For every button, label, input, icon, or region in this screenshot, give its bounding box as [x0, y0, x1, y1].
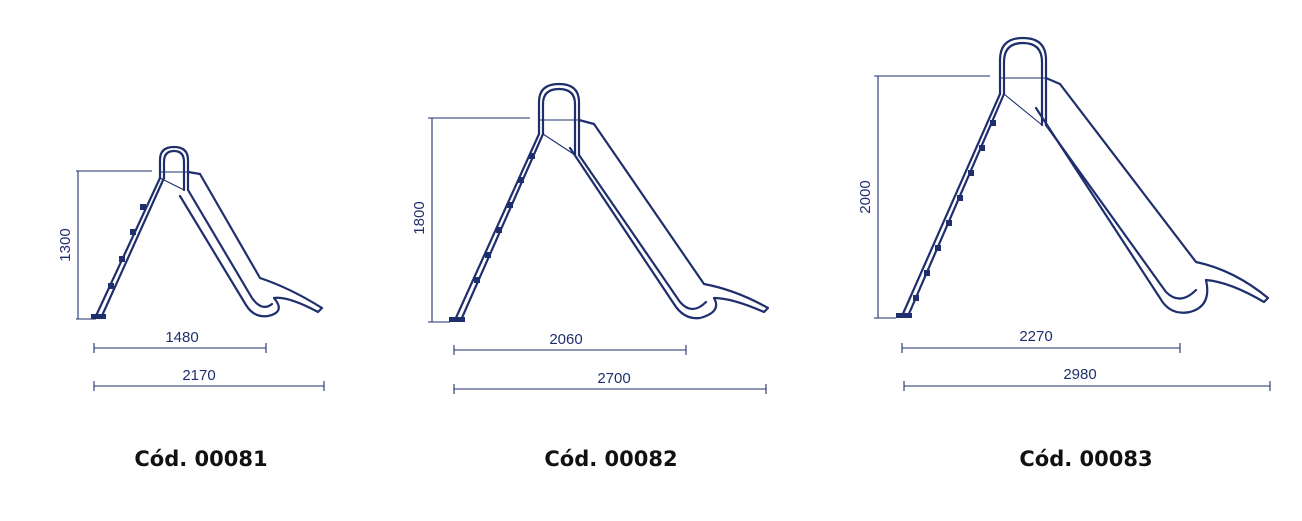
total-length-label: 2980 — [1063, 366, 1096, 383]
height-label: 1300 — [57, 228, 74, 261]
slide-drawing — [91, 145, 324, 320]
product-code: Cód. 00081 — [134, 447, 267, 471]
slide-00082: 1800 2060 2700 Cód. 00082 — [411, 82, 770, 471]
slide-drawing — [896, 36, 1270, 318]
slide-00081: 1300 1480 2170 Cód. 00081 — [57, 145, 325, 471]
ladder-width-label: 1480 — [165, 329, 198, 346]
product-code: Cód. 00083 — [1019, 447, 1152, 471]
ladder-width-label: 2060 — [549, 331, 582, 348]
slide-00083: 2000 2270 2980 Cód. 00083 — [857, 36, 1271, 471]
slide-drawing — [449, 82, 770, 322]
product-code: Cód. 00082 — [544, 447, 677, 471]
height-label: 2000 — [857, 180, 874, 213]
total-length-label: 2700 — [597, 370, 630, 387]
height-label: 1800 — [411, 201, 428, 234]
total-length-label: 2170 — [182, 367, 215, 384]
ladder-width-label: 2270 — [1019, 328, 1052, 345]
